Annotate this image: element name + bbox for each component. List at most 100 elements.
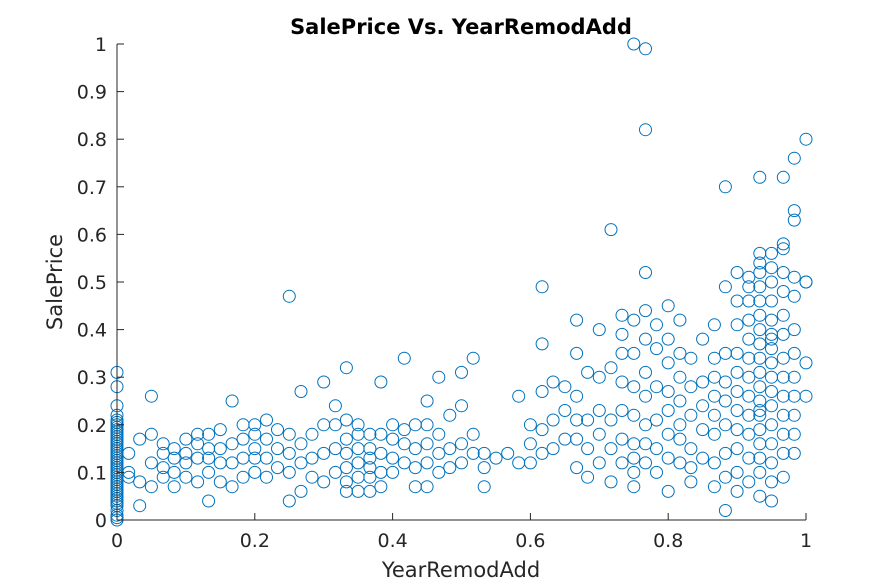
data-point [420,456,434,470]
data-point [363,470,377,484]
data-point [191,427,205,441]
data-point [615,308,629,322]
data-point [455,365,468,379]
data-point [753,337,767,351]
data-point [455,456,468,470]
data-point [592,323,606,337]
data-point [248,442,262,456]
data-point [787,370,801,384]
data-point [225,394,239,408]
data-point [167,451,181,465]
data-point [432,370,446,384]
data-point [753,308,767,322]
data-point [397,437,411,451]
data-point [753,465,767,479]
data-point [408,442,422,456]
data-point [627,408,641,422]
y-tick-label: 0.4 [77,320,107,342]
data-point [742,408,756,422]
data-point [305,451,319,465]
data-point [765,399,778,413]
data-point [282,465,296,479]
data-point [742,475,756,489]
data-point [386,451,400,465]
data-point [742,370,756,384]
y-tick-label: 0.5 [77,272,107,294]
data-point [765,418,778,432]
data-point [363,451,377,465]
data-point [191,475,205,489]
data-point [512,389,526,403]
data-point [202,427,216,441]
data-point [156,470,170,484]
data-point [546,442,560,456]
data-point [776,242,790,256]
data-point [408,461,422,475]
data-point [776,389,790,403]
data-point [753,266,767,279]
data-point [604,413,618,427]
data-point [328,465,342,479]
y-tick-label: 0.3 [77,367,107,389]
data-point [753,170,767,184]
data-point [696,399,710,413]
data-point [455,399,468,413]
data-point [730,442,744,456]
data-point [386,432,400,446]
data-point [673,313,687,327]
data-point [466,427,480,441]
data-point [156,437,170,451]
data-point [523,418,537,432]
data-point [776,427,790,441]
data-point [742,451,756,465]
data-point [363,484,377,498]
data-point [339,475,353,489]
data-point [397,456,411,470]
data-point [776,446,790,460]
data-point [707,351,721,365]
y-tick-label: 0.1 [77,462,107,484]
data-point [718,504,732,517]
data-point [179,432,193,446]
data-point [317,375,331,389]
data-point [765,456,778,470]
data-point [282,494,296,508]
data-point [742,332,756,346]
y-tick-label: 0.2 [77,415,107,437]
y-axis-label: SalePrice [43,234,67,330]
data-point [363,442,377,456]
data-point [191,437,205,451]
data-point [673,456,687,470]
data-point [339,432,353,446]
data-point [615,456,629,470]
data-point [718,375,732,389]
data-point [799,389,813,403]
data-point [260,413,273,427]
data-point [339,413,353,427]
data-point [501,446,515,460]
data-point [776,285,790,298]
data-point [271,442,284,456]
axes: 0 0.2 0.4 0.6 0.8 1 0 0.1 0.2 0.3 0.4 0.5 0.6 0.7 0.8 0… [77,34,812,552]
data-point [696,451,710,465]
data-point [156,461,170,475]
data-point [776,237,790,251]
data-point [339,361,353,375]
data-point [718,446,732,460]
data-point [776,266,790,279]
data-point [213,475,227,489]
data-point [650,442,663,456]
data-point [696,332,710,346]
data-point [718,418,732,432]
data-point [202,494,216,508]
data-point [374,480,388,494]
data-point [730,465,744,479]
x-tick-label: 0.4 [377,530,407,552]
data-point [661,299,675,313]
data-point [570,389,584,403]
data-point [420,418,434,432]
data-point [776,308,790,322]
x-tick-label: 0.6 [515,530,545,552]
data-point [776,408,790,422]
